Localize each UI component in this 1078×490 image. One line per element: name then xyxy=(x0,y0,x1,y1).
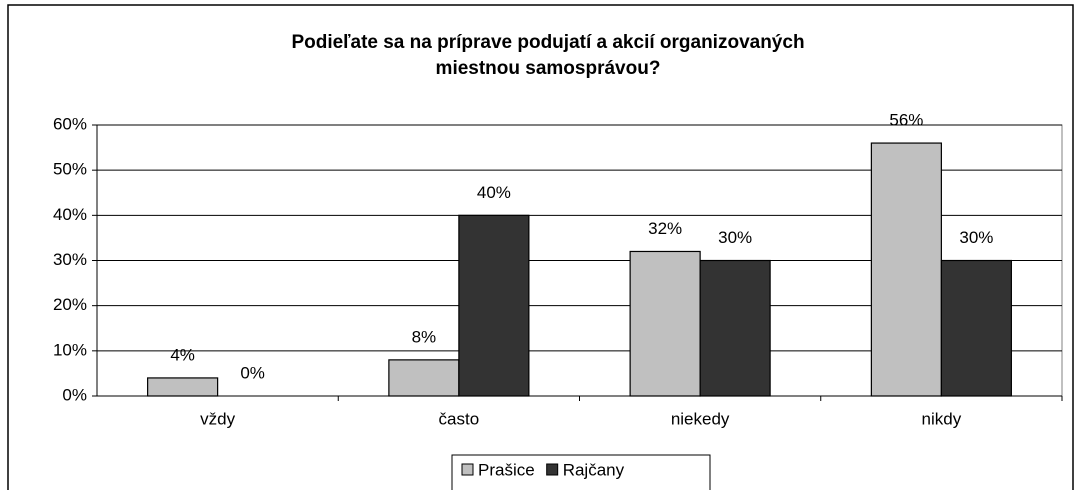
data-label: 30% xyxy=(718,228,752,247)
legend-swatch xyxy=(461,463,474,476)
y-tick-label: 40% xyxy=(53,205,87,224)
data-label: 8% xyxy=(412,327,437,346)
x-tick-label: vždy xyxy=(200,409,235,428)
bar xyxy=(458,214,530,397)
bar xyxy=(870,142,942,397)
bar xyxy=(629,250,701,397)
data-label: 4% xyxy=(170,345,195,364)
data-label: 30% xyxy=(959,228,993,247)
chart-title: miestnou samosprávou? xyxy=(436,58,661,79)
legend-label: Rajčany xyxy=(563,460,625,479)
legend-label: Prašice xyxy=(478,460,535,479)
data-label: 0% xyxy=(240,363,265,382)
data-label: 40% xyxy=(477,183,511,202)
bar xyxy=(388,359,460,397)
y-tick-label: 50% xyxy=(53,160,87,179)
x-tick-label: nikdy xyxy=(922,409,962,428)
x-tick-label: často xyxy=(439,409,480,428)
bar xyxy=(699,259,771,397)
data-label: 32% xyxy=(648,219,682,238)
y-tick-label: 0% xyxy=(62,385,87,404)
y-tick-label: 60% xyxy=(53,114,87,133)
data-label: 56% xyxy=(889,111,923,130)
legend-swatch xyxy=(546,463,559,476)
y-tick-label: 20% xyxy=(53,295,87,314)
bar xyxy=(940,259,1012,397)
legend-box xyxy=(451,454,711,490)
y-tick-label: 10% xyxy=(53,340,87,359)
bar xyxy=(147,377,219,397)
y-tick-label: 30% xyxy=(53,250,87,269)
chart-title: Podieľate sa na príprave podujatí a akci… xyxy=(291,32,804,53)
x-tick-label: niekedy xyxy=(671,409,730,428)
